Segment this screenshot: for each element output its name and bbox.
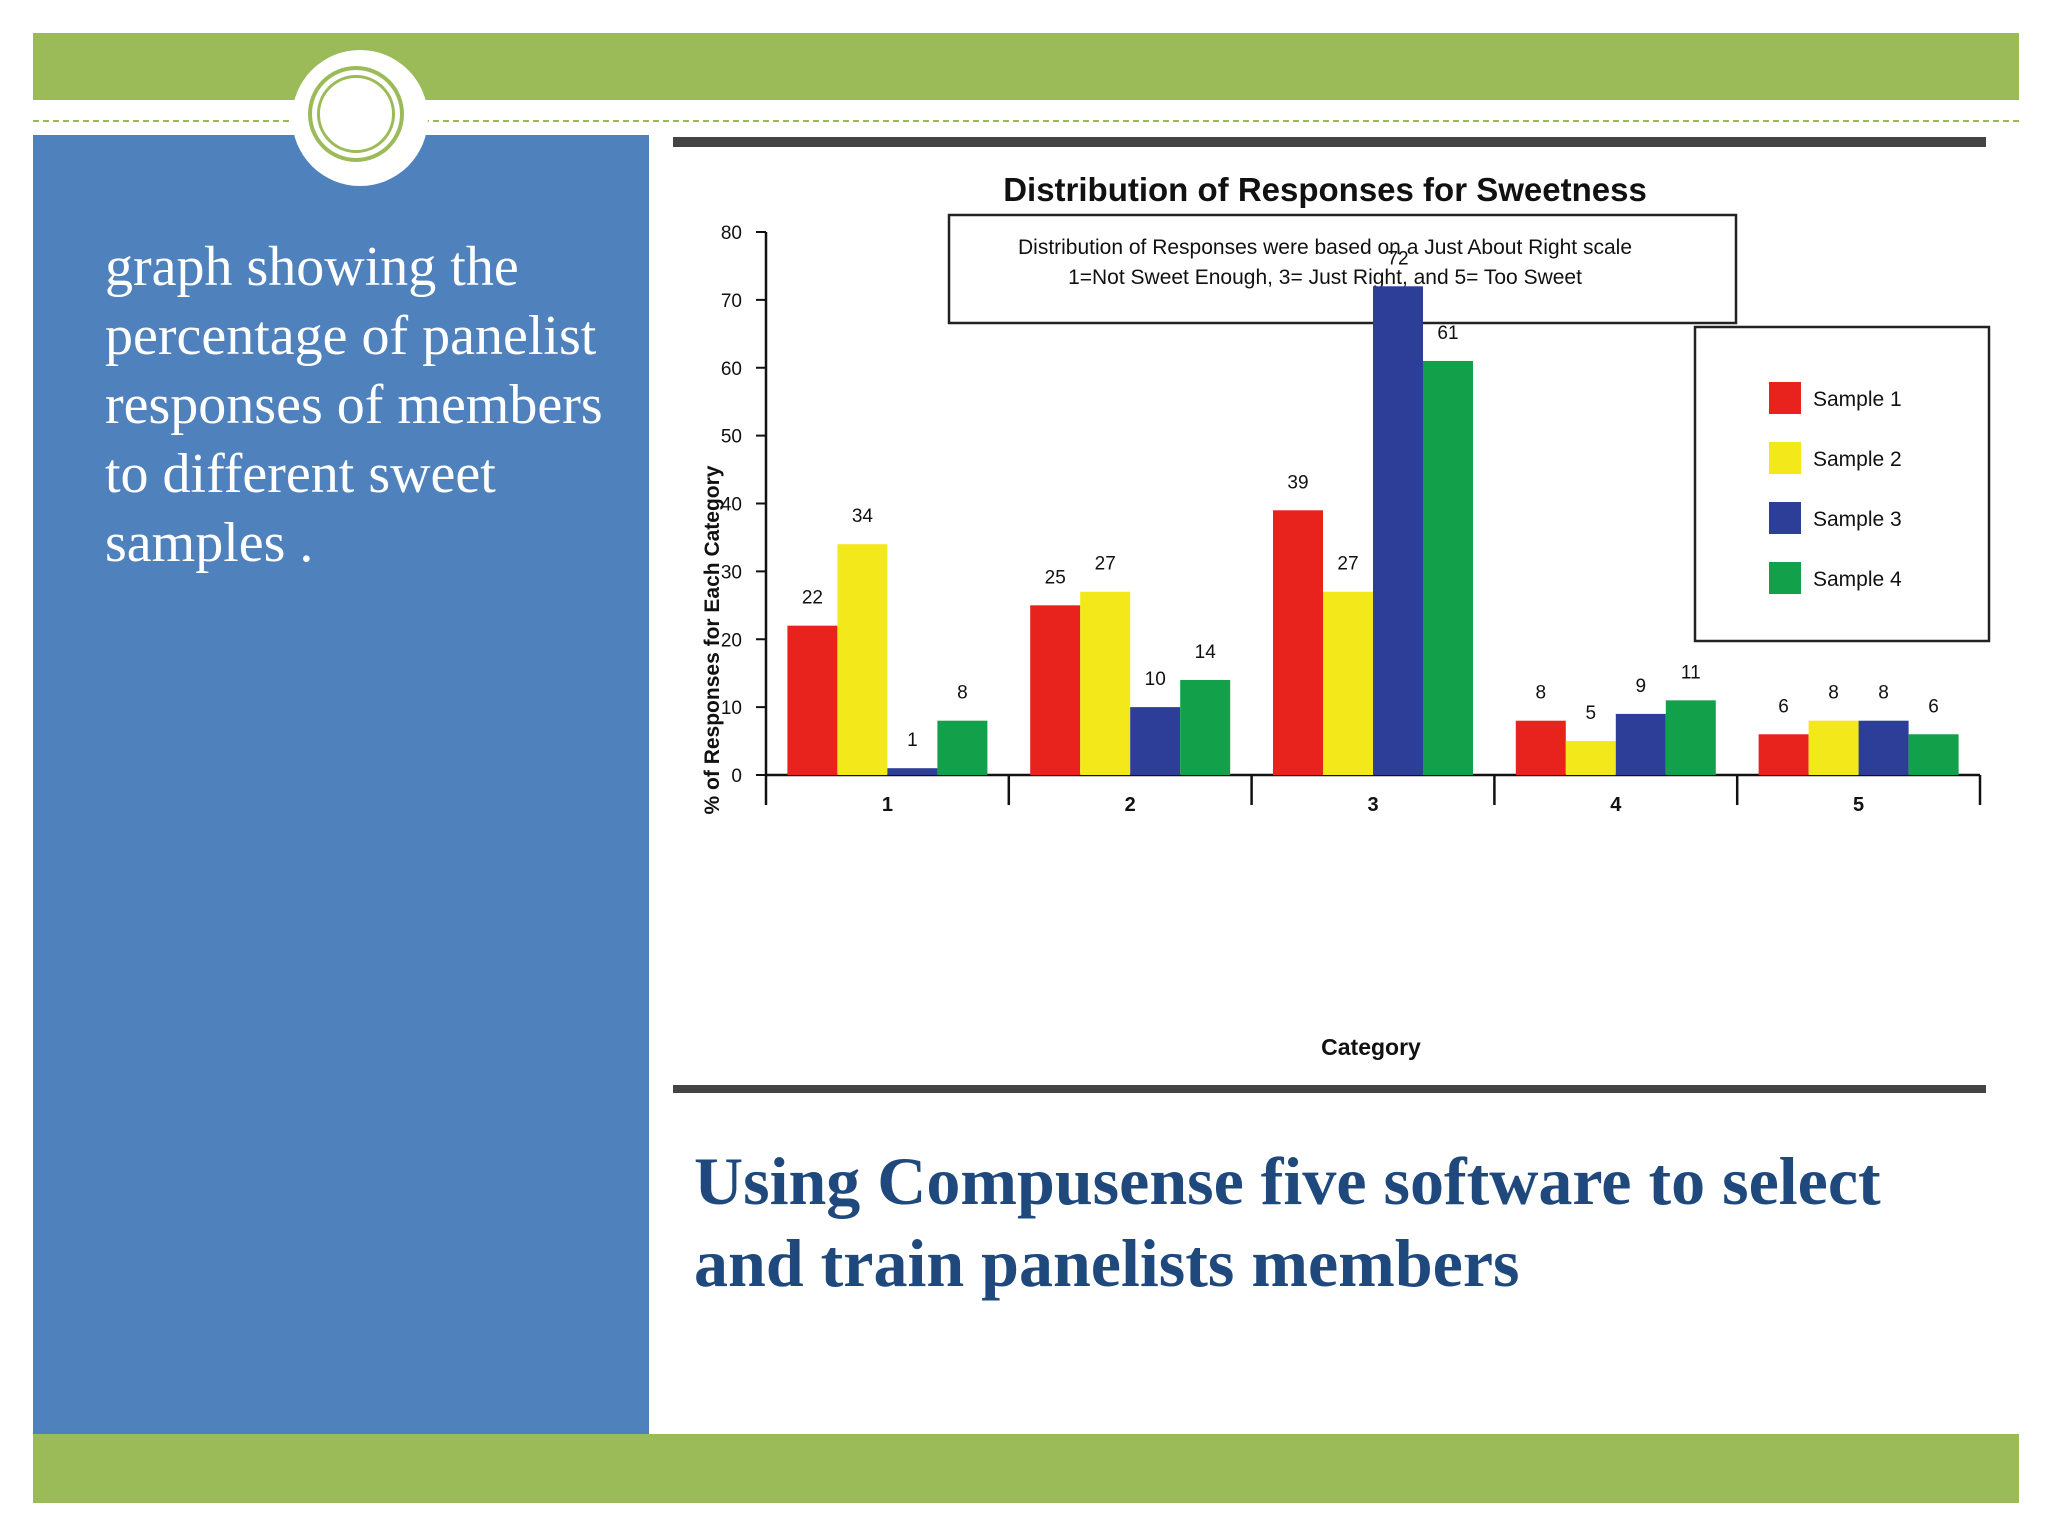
data-label: 25 [1045,567,1066,588]
y-tick-label: 30 [721,562,742,583]
bar-sample-3-cat-4 [1615,713,1666,775]
data-label: 8 [957,683,968,704]
y-tick-label: 60 [721,359,742,380]
chart-legend-box [1693,325,1991,643]
bar-sample-4-cat-5 [1908,734,1959,775]
data-label: 22 [802,588,823,609]
plot-area: 0102030405060708012234182252710143392772… [721,223,1982,816]
data-label: 61 [1437,323,1458,344]
data-label: 8 [1878,683,1889,704]
data-label: 8 [1828,683,1839,704]
bar-sample-4-cat-3 [1423,360,1473,775]
bar-sample-2-cat-4 [1565,741,1616,775]
x-tick-label: 5 [1853,794,1864,816]
bar-sample-1-cat-2 [1030,605,1081,775]
bar-sample-2-cat-5 [1808,720,1859,775]
chart-container: Distribution of Responses for Sweetness … [673,135,1993,1097]
legend-label: Sample 2 [1813,448,1902,471]
data-label: 14 [1195,642,1217,663]
bar-sample-2-cat-3 [1323,591,1373,775]
legend-swatch-sample-3 [1769,502,1801,534]
bar-sample-1-cat-5 [1758,734,1809,775]
side-panel-text: graph showing the percentage of panelist… [105,236,603,574]
data-label: 27 [1095,554,1116,575]
legend-swatch-sample-2 [1769,442,1801,474]
chart-title: Distribution of Responses for Sweetness [1003,171,1647,208]
legend-swatch-sample-4 [1769,562,1801,594]
y-tick-label: 50 [721,427,742,448]
data-label: 1 [907,730,918,751]
chart-note-line-2: 1=Not Sweet Enough, 3= Just Right, and 5… [1068,266,1582,289]
slide-headline: Using Compusense five software to select… [694,1143,1881,1301]
data-label: 6 [1778,696,1789,717]
data-label: 27 [1337,554,1358,575]
chart-bottom-rule [673,1085,1986,1093]
y-tick-label: 20 [721,630,742,651]
legend-label: Sample 3 [1813,508,1902,531]
x-axis-label: Category [1321,1034,1421,1060]
bar-sample-2-cat-1 [837,544,888,775]
x-tick-label: 4 [1610,794,1622,816]
bar-sample-2-cat-2 [1080,591,1131,775]
chart-top-rule [673,137,1986,147]
bar-sample-1-cat-3 [1273,510,1323,775]
y-tick-label: 0 [731,766,742,787]
x-tick-label: 3 [1367,794,1378,816]
bar-sample-4-cat-2 [1180,679,1231,775]
chart-legend: Sample 1 Sample 2 Sample 3 Sample 4 [1769,382,1902,594]
bar-sample-3-cat-5 [1858,720,1909,775]
data-label: 10 [1145,669,1166,690]
bar-sample-1-cat-4 [1515,720,1566,775]
bar-sample-1-cat-1 [787,625,838,775]
data-label: 39 [1287,472,1308,493]
x-tick-label: 1 [882,794,893,816]
bar-sample-4-cat-1 [937,720,988,775]
bottom-green-band [33,1434,2019,1503]
data-label: 8 [1536,683,1547,704]
bar-sample-3-cat-2 [1130,707,1181,775]
data-label: 5 [1586,703,1597,724]
legend-label: Sample 4 [1813,568,1902,591]
legend-swatch-sample-1 [1769,382,1801,414]
chart-note-box [947,213,1738,325]
bar-sample-3-cat-3 [1373,286,1423,775]
data-label: 72 [1387,248,1408,269]
data-label: 6 [1928,696,1939,717]
circle-ornament-inner-ring [317,75,395,153]
data-label: 9 [1636,676,1647,697]
y-tick-label: 80 [721,223,742,244]
data-label: 11 [1681,662,1701,683]
legend-label: Sample 1 [1813,388,1902,411]
y-axis-label: % of Responses for Each Category [701,465,724,814]
y-tick-label: 70 [721,291,742,312]
y-tick-label: 40 [721,495,742,516]
dashed-divider [33,120,2019,122]
bar-sample-4-cat-4 [1665,700,1716,775]
y-tick-label: 10 [721,698,742,719]
sweetness-bar-chart: Distribution of Responses for Sweetness … [673,137,1991,1093]
x-tick-label: 2 [1125,794,1136,816]
bar-sample-3-cat-1 [887,768,938,775]
chart-note-line-1: Distribution of Responses were based on … [1018,236,1632,259]
data-label: 34 [852,506,874,527]
side-panel: graph showing the percentage of panelist… [33,135,649,1434]
